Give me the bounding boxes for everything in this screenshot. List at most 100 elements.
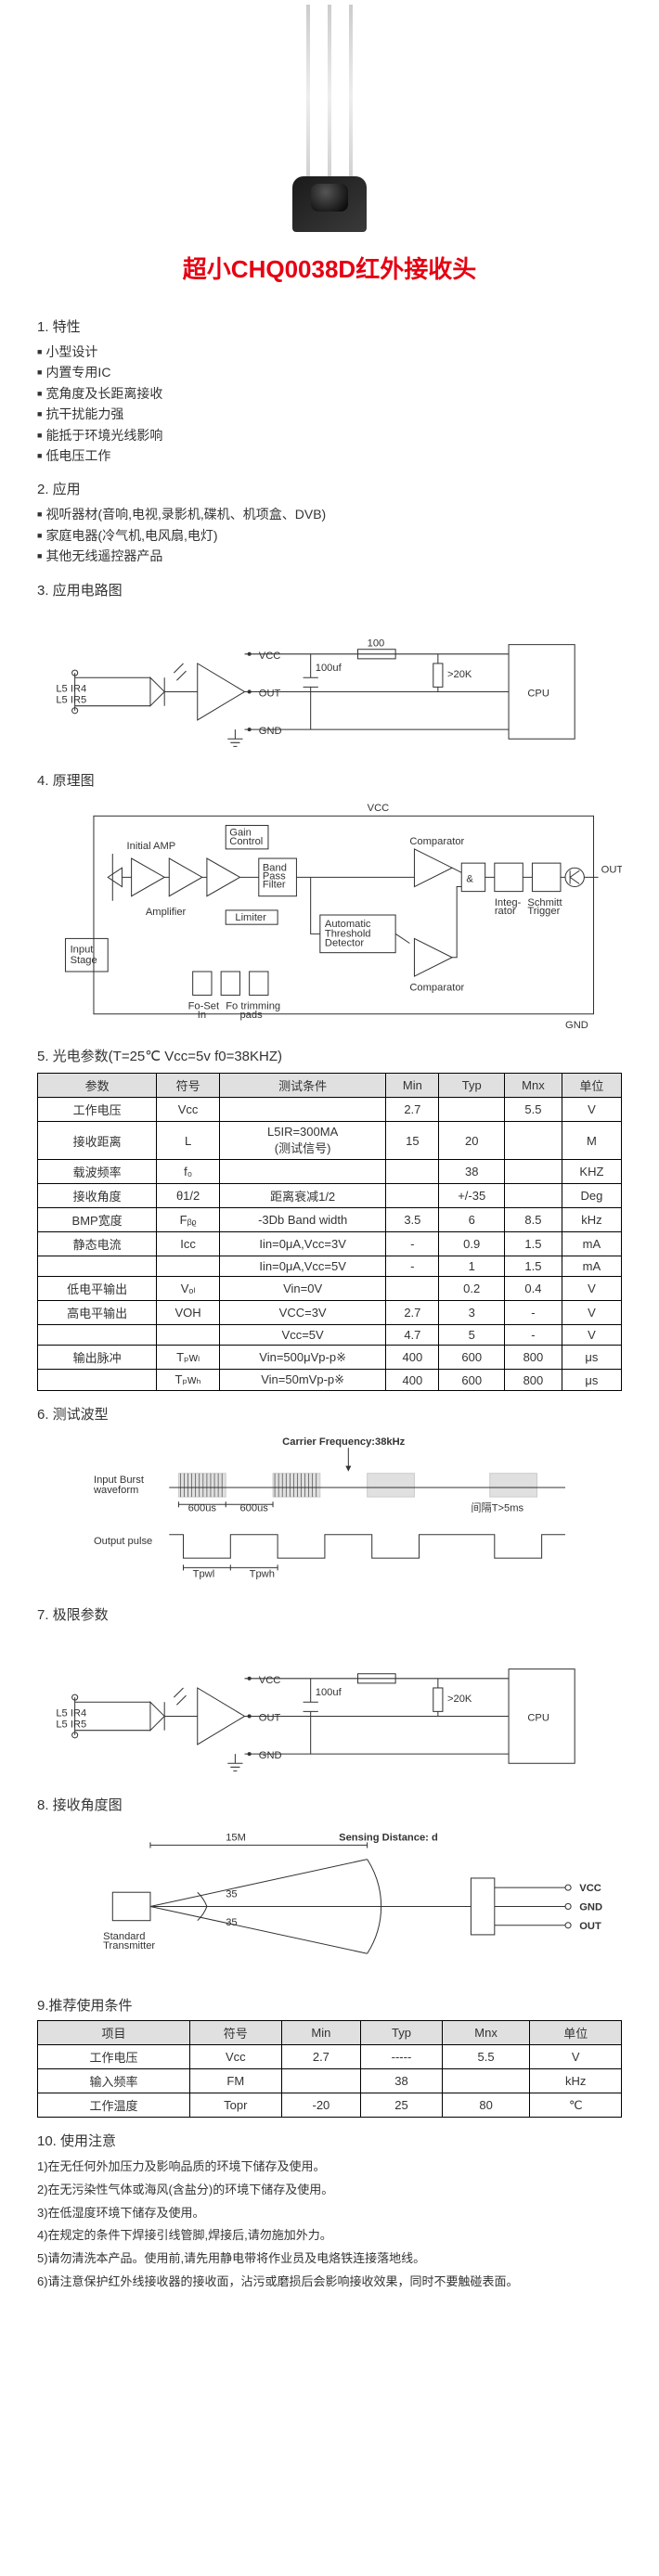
table-cell [439, 1098, 505, 1122]
table-cell: ℃ [530, 2093, 622, 2118]
label-output: Output pulse [94, 1536, 152, 1547]
table-cell: 2.7 [386, 1098, 439, 1122]
svg-text:waveform: waveform [93, 1485, 138, 1496]
table-row: Vcc=5V4.75-V [38, 1325, 622, 1346]
table-cell: Iin=0μA,Vcc=5V [219, 1256, 385, 1277]
table-row: 高电平输出VOHVCC=3V2.73-V [38, 1301, 622, 1325]
table-header: 单位 [530, 2021, 622, 2045]
table-cell: Vcc [157, 1098, 220, 1122]
label-initamp: Initial AMP [127, 841, 176, 852]
table-cell: 20 [439, 1122, 505, 1160]
label-interval: 间隔T>5ms [471, 1501, 523, 1513]
svg-text:Comparator: Comparator [409, 836, 464, 847]
table-cell: 工作电压 [38, 1098, 157, 1122]
recommended-conditions-table: 项目符号MinTypMnx单位 工作电压Vcc2.7-----5.5V输入频率F… [37, 2020, 622, 2118]
table-cell [442, 2069, 530, 2093]
table-cell: 4.7 [386, 1325, 439, 1346]
table-cell: 载波频率 [38, 1160, 157, 1184]
table-cell: 6 [439, 1208, 505, 1232]
table-cell [386, 1160, 439, 1184]
table-row: 输入频率FM38kHz [38, 2069, 622, 2093]
table-row: 低电平输出VₒₗVin=0V0.20.4V [38, 1277, 622, 1301]
svg-text:L5 IR5: L5 IR5 [56, 1719, 86, 1731]
table-cell: +/-35 [439, 1184, 505, 1208]
table-cell: 低电平输出 [38, 1277, 157, 1301]
table-cell: mA [562, 1256, 621, 1277]
label-rpull: >20K [447, 669, 472, 680]
svg-text:rator: rator [495, 906, 516, 917]
table-cell: - [386, 1256, 439, 1277]
table-cell: L [157, 1122, 220, 1160]
svg-text:pads: pads [239, 1010, 263, 1021]
table-cell: mA [562, 1232, 621, 1256]
waveform-diagram: Carrier Frequency:38kHz Input Burst wave… [37, 1431, 622, 1591]
table-cell: f₀ [157, 1160, 220, 1184]
table-cell: -3Db Band width [219, 1208, 385, 1232]
table-cell: kHz [562, 1208, 621, 1232]
label-out: OUT [259, 688, 281, 699]
table-cell [38, 1325, 157, 1346]
table-cell: 工作电压 [38, 2045, 190, 2069]
table-cell: 8.5 [505, 1208, 562, 1232]
product-photo [0, 0, 659, 241]
label-gnd: GND [259, 726, 282, 737]
svg-text:Stage: Stage [71, 955, 97, 966]
list-item: 宽角度及长距离接收 [37, 383, 622, 404]
table-cell: 600 [439, 1370, 505, 1391]
table-header: Min [386, 1074, 439, 1098]
table-cell: 0.9 [439, 1232, 505, 1256]
table-row: Iin=0μA,Vcc=5V-11.5mA [38, 1256, 622, 1277]
label-leds2: L5 IR5 [56, 694, 86, 705]
table-row: 输出脉冲TₚwₗVin=500μVp-p※400600800μs [38, 1346, 622, 1370]
note-item: 4)在规定的条件下焊接引线管脚,焊接后,请勿施加外力。 [37, 2224, 622, 2248]
table-cell: V [562, 1277, 621, 1301]
table-cell: θ1/2 [157, 1184, 220, 1208]
table-header: 单位 [562, 1074, 621, 1098]
table-cell [219, 1160, 385, 1184]
table-cell: kHz [530, 2069, 622, 2093]
table-cell: 80 [442, 2093, 530, 2118]
table-cell: 600 [439, 1346, 505, 1370]
table-row: 静态电流IccIin=0μA,Vcc=3V-0.91.5mA [38, 1232, 622, 1256]
table-cell: Vcc=5V [219, 1325, 385, 1346]
label-carrier: Carrier Frequency:38kHz [282, 1436, 405, 1448]
table-cell: 接收距离 [38, 1122, 157, 1160]
table-cell: 400 [386, 1370, 439, 1391]
table-cell: 38 [361, 2069, 442, 2093]
table-cell: μs [562, 1346, 621, 1370]
label-tpwl: Tpwl [193, 1569, 215, 1580]
table-cell: 5 [439, 1325, 505, 1346]
table-cell [386, 1184, 439, 1208]
svg-text:In: In [198, 1010, 206, 1021]
table-cell [386, 1277, 439, 1301]
table-cell: 800 [505, 1370, 562, 1391]
table-cell: μs [562, 1370, 621, 1391]
table-cell: 0.2 [439, 1277, 505, 1301]
svg-text:&: & [466, 874, 473, 885]
table-cell: V [530, 2045, 622, 2069]
table-cell: 2.7 [386, 1301, 439, 1325]
reception-angle-diagram: 15M Sensing Distance: d 35 35 Standard T… [37, 1822, 622, 1982]
table-cell: Iin=0μA,Vcc=3V [219, 1232, 385, 1256]
svg-text:Detector: Detector [325, 938, 364, 949]
table-row: BMP宽度Fᵦᵨ-3Db Band width3.568.5kHz [38, 1208, 622, 1232]
table-cell: 输出脉冲 [38, 1346, 157, 1370]
label-vcc: VCC [368, 803, 390, 814]
table-cell: Vcc [190, 2045, 281, 2069]
table-row: 接收距离LL5IR=300MA(测试信号)1520M [38, 1122, 622, 1160]
applications-list: 视听器材(音响,电视,录影机,碟机、机项盒、DVB) 家庭电器(冷气机,电风扇,… [37, 504, 622, 566]
table-cell: - [505, 1301, 562, 1325]
table-cell [281, 2069, 361, 2093]
optical-params-table: 参数符号测试条件MinTypMnx单位 工作电压Vcc2.75.5V接收距离LL… [37, 1073, 622, 1391]
table-cell: 5.5 [442, 2045, 530, 2069]
section-10-heading: 10. 使用注意 [37, 2131, 622, 2150]
label-gnd: GND [565, 1020, 588, 1031]
page-title: 超小CHQ0038D红外接收头 [0, 241, 659, 303]
table-cell [157, 1256, 220, 1277]
table-cell: 输入频率 [38, 2069, 190, 2093]
label-a-gnd: GND [579, 1902, 602, 1913]
table-cell: Icc [157, 1232, 220, 1256]
table-cell: - [505, 1325, 562, 1346]
list-item: 其他无线遥控器产品 [37, 546, 622, 566]
svg-text:>20K: >20K [447, 1694, 472, 1705]
